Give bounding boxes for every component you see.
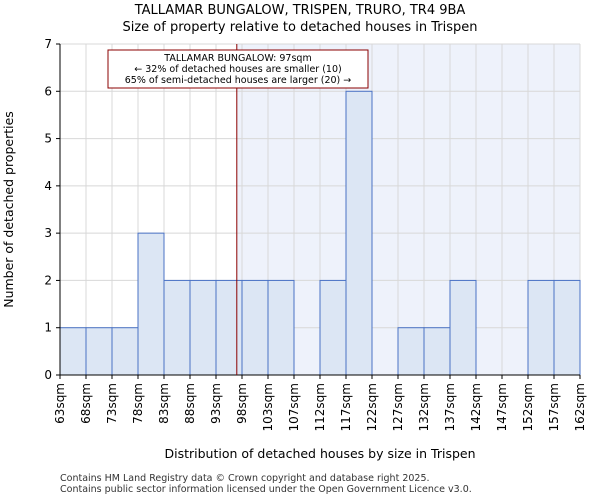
bar: [267, 279, 295, 376]
x-tick-label: 132sqm: [417, 383, 431, 431]
y-axis-label: Number of detached properties: [1, 111, 16, 308]
y-tick-label: 3: [44, 226, 52, 240]
y-tick-label: 5: [44, 132, 52, 146]
bar: [59, 327, 87, 376]
bar: [137, 232, 165, 376]
bar: [423, 327, 451, 376]
y-tick-label: 1: [44, 321, 52, 335]
y-tick-label: 6: [44, 84, 52, 98]
x-tick-label: 103sqm: [261, 383, 275, 431]
bar: [111, 327, 139, 376]
x-tick-label: 78sqm: [131, 383, 145, 424]
bar: [85, 327, 113, 376]
x-tick-label: 137sqm: [443, 383, 457, 431]
x-tick-label: 83sqm: [157, 383, 171, 424]
bar: [527, 279, 555, 376]
x-tick-label: 117sqm: [339, 383, 353, 431]
annotation-box: [107, 49, 369, 89]
x-tick-label: 127sqm: [391, 383, 405, 431]
x-tick-label: 122sqm: [365, 383, 379, 431]
x-tick-label: 93sqm: [209, 383, 223, 424]
x-tick-label: 147sqm: [495, 383, 509, 431]
annotation-line-3: 65% of semi-detached houses are larger (…: [125, 75, 352, 86]
bar: [215, 279, 243, 376]
x-tick-label: 68sqm: [79, 383, 93, 424]
x-tick-label: 142sqm: [469, 383, 483, 431]
x-tick-label: 63sqm: [53, 383, 67, 424]
bar: [241, 279, 269, 376]
x-tick-label: 162sqm: [573, 383, 587, 431]
y-tick-label: 0: [44, 368, 52, 382]
x-tick-label: 112sqm: [313, 383, 327, 431]
annotation-line-2: ← 32% of detached houses are smaller (10…: [134, 64, 341, 75]
y-tick-label: 7: [44, 37, 52, 51]
bar: [189, 279, 217, 376]
x-tick-label: 73sqm: [105, 383, 119, 424]
x-tick-label: 88sqm: [183, 383, 197, 424]
x-tick-label: 107sqm: [287, 383, 301, 431]
bar: [397, 327, 425, 376]
annotation-line-1: TALLAMAR BUNGALOW: 97sqm: [163, 53, 311, 64]
footer-line-2: Contains public sector information licen…: [60, 484, 472, 495]
bar: [553, 279, 581, 376]
y-tick-label: 4: [44, 179, 52, 193]
x-tick-label: 98sqm: [235, 383, 249, 424]
bar: [163, 279, 191, 376]
chart-title: TALLAMAR BUNGALOW, TRISPEN, TRURO, TR4 9…: [134, 3, 466, 18]
x-axis-label: Distribution of detached houses by size …: [164, 446, 475, 461]
bar: [319, 279, 347, 376]
footer-line-1: Contains HM Land Registry data © Crown c…: [60, 473, 430, 484]
chart-subtitle: Size of property relative to detached ho…: [122, 20, 478, 35]
y-tick-label: 2: [44, 273, 52, 287]
bar: [345, 90, 373, 376]
x-tick-label: 152sqm: [521, 383, 535, 431]
bar: [449, 279, 477, 376]
x-tick-label: 157sqm: [547, 383, 561, 431]
